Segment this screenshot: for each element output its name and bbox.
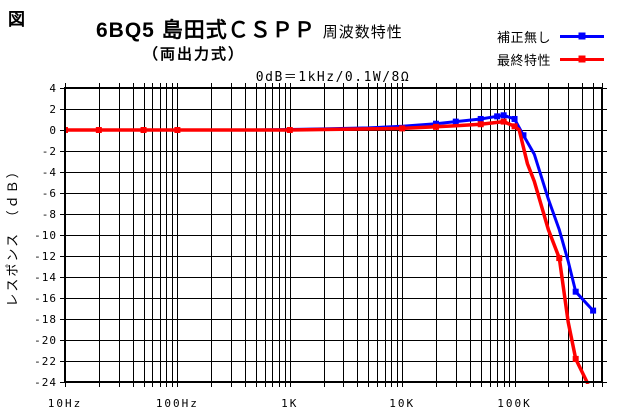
figure-label: 図 [8, 10, 25, 29]
svg-text:4: 4 [49, 82, 57, 95]
svg-text:10K: 10K [389, 397, 415, 410]
series-final-line [65, 118, 590, 384]
svg-text:-22: -22 [34, 355, 57, 368]
svg-text:-6: -6 [42, 187, 57, 200]
legend-item-final: 最終特性 [497, 52, 605, 68]
svg-text:-8: -8 [42, 208, 57, 221]
chart-legend: 補正無し 最終特性 [497, 29, 605, 75]
legend-line-swatch-blue [560, 32, 605, 40]
svg-text:2: 2 [49, 103, 57, 116]
plot-border [64, 87, 603, 383]
y-axis-labels: 4 2 0 -2 -4 -6 -8 -10 -12 -14 -16 -18 -20 -22 -24 [34, 82, 57, 389]
chart-title-suffix: 周波数特性 [322, 24, 403, 41]
svg-text:-20: -20 [34, 334, 57, 347]
svg-text:-18: -18 [34, 313, 57, 326]
svg-text:-4: -4 [42, 166, 57, 179]
svg-text:100Hz: 100Hz [156, 397, 199, 410]
legend-label-uncorrected: 補正無し [497, 29, 552, 45]
svg-text:-14: -14 [34, 271, 57, 284]
chart-subtitle: （両出力式） [143, 46, 246, 63]
svg-text:-16: -16 [34, 292, 57, 305]
svg-text:-24: -24 [34, 376, 57, 389]
x-axis-labels: 10Hz 100Hz 1K 10K 100K [48, 397, 532, 410]
chart-title: 6BQ5 島田式ＣＳＰＰ 周波数特性 [96, 14, 403, 44]
legend-item-uncorrected: 補正無し [497, 29, 605, 45]
chart-title-main: 6BQ5 島田式ＣＳＰＰ [96, 19, 316, 42]
legend-marker-blue [578, 32, 586, 40]
svg-text:1K: 1K [281, 397, 298, 410]
svg-text:-12: -12 [34, 250, 57, 263]
svg-text:100K: 100K [497, 397, 532, 410]
svg-text:-10: -10 [34, 229, 57, 242]
reference-level-note: 0dB＝1kHz/0.1W/8Ω [255, 70, 411, 85]
y-axis-title: レスポンス （ｄＢ） [6, 163, 21, 306]
legend-line-swatch-red [560, 55, 605, 63]
svg-text:10Hz: 10Hz [48, 397, 83, 410]
svg-text:-2: -2 [42, 145, 57, 158]
legend-marker-red [578, 55, 586, 63]
legend-label-final: 最終特性 [497, 52, 552, 68]
svg-text:0: 0 [49, 124, 57, 137]
